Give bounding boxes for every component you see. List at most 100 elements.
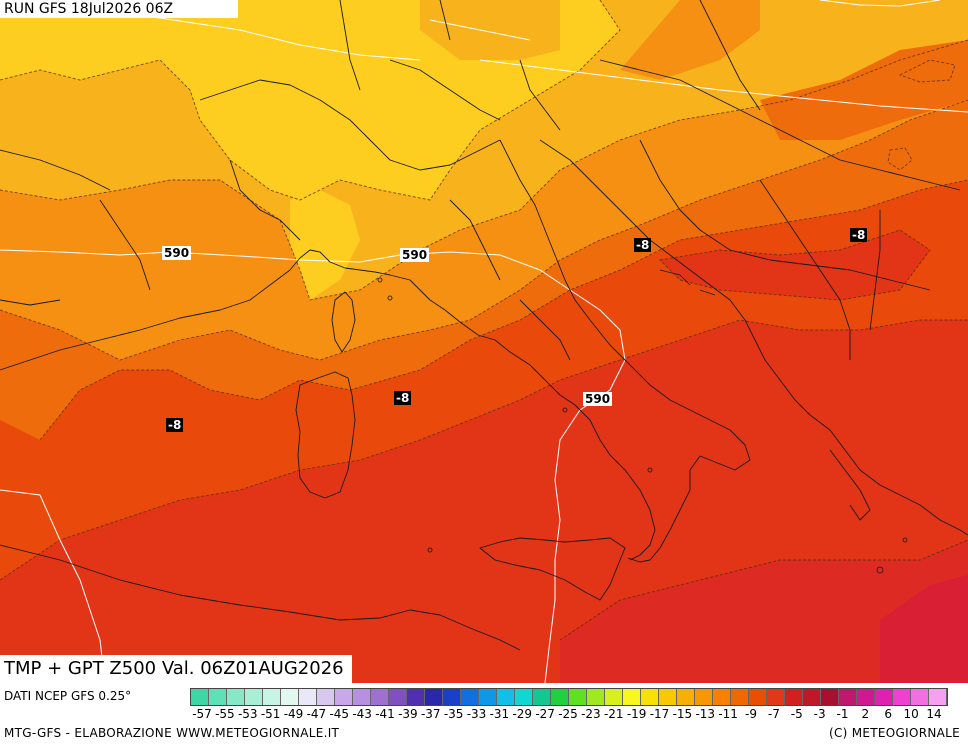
colorbar-swatch bbox=[695, 689, 713, 705]
colorbar-swatch bbox=[623, 689, 641, 705]
geopotential-lines bbox=[0, 0, 968, 683]
isotherm-label: -8 bbox=[634, 238, 652, 252]
colorbar bbox=[190, 688, 948, 706]
temperature-band-crimson-2 bbox=[880, 575, 968, 683]
colorbar-tick-label: -49 bbox=[283, 707, 304, 721]
colorbar-tick-label: -53 bbox=[237, 707, 258, 721]
colorbar-swatch bbox=[425, 689, 443, 705]
colorbar-tick-label: -45 bbox=[329, 707, 350, 721]
colorbar-tick-label: 2 bbox=[861, 707, 870, 721]
colorbar-tick-label: -19 bbox=[626, 707, 647, 721]
colorbar-swatch bbox=[731, 689, 749, 705]
colorbar-swatch bbox=[461, 689, 479, 705]
colorbar-swatch bbox=[407, 689, 425, 705]
temperature-band-yellow bbox=[0, 0, 620, 200]
footer-credit-right: (C) METEOGIORNALE bbox=[828, 726, 960, 740]
colorbar-swatch bbox=[227, 689, 245, 705]
colorbar-swatch bbox=[875, 689, 893, 705]
colorbar-tick-label: -9 bbox=[745, 707, 757, 721]
colorbar-tick-label: -57 bbox=[192, 707, 212, 721]
colorbar-tick-label: -21 bbox=[603, 707, 624, 721]
colorbar-tick-label: 6 bbox=[884, 707, 893, 721]
colorbar-tick-label: -23 bbox=[581, 707, 601, 721]
colorbar-tick-label: 10 bbox=[903, 707, 919, 721]
isotherm-label: -8 bbox=[166, 418, 184, 432]
colorbar-swatch bbox=[659, 689, 677, 705]
colorbar-swatch bbox=[893, 689, 911, 705]
data-source-label: DATI NCEP GFS 0.25° bbox=[4, 689, 132, 703]
isotherm-label: -8 bbox=[850, 228, 868, 242]
valid-time-label: TMP + GPT Z500 Val. 06Z01AUG2026 bbox=[0, 655, 352, 683]
colorbar-tick-label: -37 bbox=[420, 707, 441, 721]
colorbar-swatch bbox=[245, 689, 263, 705]
colorbar-swatch bbox=[263, 689, 281, 705]
colorbar-tick-label: -39 bbox=[398, 707, 418, 721]
colorbar-swatch bbox=[803, 689, 821, 705]
coastlines-borders bbox=[0, 0, 968, 651]
colorbar-tick-label: -55 bbox=[215, 707, 235, 721]
temperature-band-deep-orange-2 bbox=[760, 40, 968, 140]
footer-credit-left: MTG-GFS - ELABORAZIONE WWW.METEOGIORNALE… bbox=[4, 726, 340, 740]
colorbar-tick-label: -1 bbox=[836, 707, 849, 721]
colorbar-tick-label: -25 bbox=[558, 707, 578, 721]
colorbar-tick-label: -33 bbox=[466, 707, 487, 721]
colorbar-swatch bbox=[569, 689, 587, 705]
colorbar-swatch bbox=[857, 689, 875, 705]
colorbar-swatch bbox=[641, 689, 659, 705]
colorbar-tick-label: -15 bbox=[672, 707, 693, 721]
colorbar-tick-label: -3 bbox=[813, 707, 826, 721]
map-panel: 590 590 590 -8 -8 -8 -8 RUN GFS 18Jul202… bbox=[0, 0, 968, 683]
colorbar-swatch bbox=[389, 689, 407, 705]
colorbar-swatch bbox=[821, 689, 839, 705]
colorbar-tick-label: -29 bbox=[512, 707, 533, 721]
colorbar-swatch bbox=[911, 689, 929, 705]
colorbar-swatch bbox=[479, 689, 497, 705]
colorbar-tick-label: -13 bbox=[695, 707, 716, 721]
run-label: RUN GFS 18Jul2026 06Z bbox=[0, 0, 238, 18]
colorbar-swatch bbox=[785, 689, 803, 705]
colorbar-swatch bbox=[929, 689, 947, 705]
colorbar-swatch bbox=[767, 689, 785, 705]
colorbar-swatch bbox=[281, 689, 299, 705]
geopotential-label: 590 bbox=[162, 246, 192, 260]
colorbar-tick-label: -47 bbox=[306, 707, 327, 721]
map-canvas bbox=[0, 0, 968, 683]
colorbar-swatch bbox=[533, 689, 551, 705]
colorbar-swatch bbox=[713, 689, 731, 705]
geopotential-label: 590 bbox=[400, 248, 430, 262]
colorbar-swatch bbox=[551, 689, 569, 705]
geopotential-label: 590 bbox=[583, 392, 613, 406]
colorbar-swatch bbox=[515, 689, 533, 705]
colorbar-tick-label: -11 bbox=[718, 707, 738, 721]
colorbar-tick-label: -31 bbox=[489, 707, 510, 721]
colorbar-swatch bbox=[353, 689, 371, 705]
colorbar-tick-label: -7 bbox=[767, 707, 780, 721]
colorbar-tick-label: 14 bbox=[926, 707, 942, 721]
colorbar-swatch bbox=[299, 689, 317, 705]
temperature-band-yellow-2 bbox=[290, 190, 360, 300]
colorbar-swatch bbox=[587, 689, 605, 705]
isotherm-lines bbox=[0, 0, 968, 641]
colorbar-swatch bbox=[209, 689, 227, 705]
isotherm-label: -8 bbox=[394, 391, 412, 405]
islands bbox=[377, 269, 908, 574]
temperature-band-red-2 bbox=[660, 230, 930, 300]
colorbar-tick-label: -5 bbox=[790, 707, 803, 721]
colorbar-swatch bbox=[443, 689, 461, 705]
temperature-band-crimson bbox=[560, 540, 968, 683]
colorbar-tick-label: -41 bbox=[375, 707, 395, 721]
colorbar-swatch bbox=[839, 689, 857, 705]
colorbar-tick-label: -51 bbox=[260, 707, 281, 721]
colorbar-swatch bbox=[371, 689, 389, 705]
colorbar-swatch bbox=[317, 689, 335, 705]
colorbar-tick-label: -35 bbox=[443, 707, 464, 721]
colorbar-swatch bbox=[749, 689, 767, 705]
colorbar-swatch bbox=[335, 689, 353, 705]
colorbar-tick-label: -27 bbox=[535, 707, 555, 721]
colorbar-swatch bbox=[605, 689, 623, 705]
colorbar-ticks: -57 -55 -53 -51 -49 -47 -45 -43 -41 -39 -37 -35 -33-… bbox=[190, 707, 968, 723]
temperature-band-orange-2 bbox=[620, 0, 760, 80]
colorbar-swatch bbox=[497, 689, 515, 705]
colorbar-swatch bbox=[677, 689, 695, 705]
colorbar-tick-label: -43 bbox=[352, 707, 372, 721]
